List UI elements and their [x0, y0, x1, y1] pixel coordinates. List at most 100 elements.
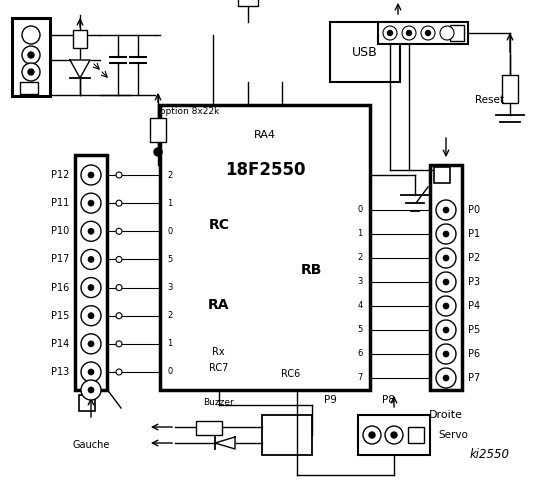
Circle shape	[116, 341, 122, 347]
Circle shape	[88, 172, 94, 178]
Circle shape	[88, 341, 94, 347]
Text: P5: P5	[468, 325, 480, 335]
Text: 2: 2	[357, 253, 363, 263]
Text: P8: P8	[382, 395, 394, 405]
Text: P2: P2	[468, 253, 480, 263]
Text: 1: 1	[168, 199, 173, 208]
Polygon shape	[215, 437, 235, 449]
Circle shape	[116, 228, 122, 234]
Circle shape	[88, 256, 94, 263]
Circle shape	[425, 31, 430, 36]
Text: 0: 0	[168, 368, 173, 376]
Text: 6: 6	[357, 349, 363, 359]
Text: Rx: Rx	[212, 347, 225, 357]
Text: RA4: RA4	[254, 130, 276, 140]
Bar	[450, 25, 464, 41]
Text: P9: P9	[324, 395, 336, 405]
Bar	[75, 155, 107, 390]
Circle shape	[443, 231, 449, 237]
Circle shape	[22, 63, 40, 81]
Circle shape	[81, 306, 101, 326]
Text: 1: 1	[357, 229, 363, 239]
Circle shape	[81, 362, 101, 382]
Text: 3: 3	[357, 277, 363, 287]
Circle shape	[388, 31, 393, 36]
Circle shape	[28, 69, 34, 75]
Circle shape	[81, 165, 101, 185]
Circle shape	[436, 296, 456, 316]
Text: P14: P14	[51, 339, 69, 349]
Circle shape	[81, 380, 101, 400]
Circle shape	[22, 26, 40, 44]
Bar	[430, 165, 462, 390]
Bar	[20, 82, 38, 94]
Circle shape	[22, 46, 40, 64]
Circle shape	[363, 426, 381, 444]
Text: P1: P1	[468, 229, 480, 239]
Bar	[358, 415, 430, 455]
Text: 18F2550: 18F2550	[225, 161, 305, 179]
Circle shape	[440, 26, 454, 40]
Text: P3: P3	[468, 277, 480, 287]
Circle shape	[81, 334, 101, 354]
Circle shape	[391, 432, 397, 438]
Circle shape	[436, 224, 456, 244]
Circle shape	[81, 221, 101, 241]
Circle shape	[421, 26, 435, 40]
Bar	[238, 0, 258, 6]
Text: 7: 7	[357, 373, 363, 383]
Text: P6: P6	[468, 349, 480, 359]
Circle shape	[28, 52, 34, 58]
Bar	[408, 427, 424, 443]
Circle shape	[383, 26, 397, 40]
Circle shape	[88, 228, 94, 234]
Text: ki2550: ki2550	[470, 448, 510, 461]
Bar	[196, 421, 222, 435]
Circle shape	[436, 368, 456, 388]
Circle shape	[88, 285, 94, 290]
Bar	[330, 22, 400, 82]
Text: P12: P12	[51, 170, 69, 180]
Text: 3: 3	[168, 283, 173, 292]
Text: 2: 2	[168, 311, 173, 320]
Circle shape	[436, 272, 456, 292]
Text: Reset: Reset	[475, 95, 504, 105]
Bar	[502, 75, 518, 103]
Text: 0: 0	[357, 205, 363, 215]
Text: P4: P4	[468, 301, 480, 311]
Bar	[378, 22, 468, 44]
Circle shape	[88, 387, 94, 393]
Text: RA: RA	[208, 298, 229, 312]
Circle shape	[81, 250, 101, 269]
Text: Gauche: Gauche	[72, 440, 109, 450]
Circle shape	[443, 303, 449, 309]
Text: RC7: RC7	[209, 363, 228, 373]
Circle shape	[385, 426, 403, 444]
Text: P7: P7	[468, 373, 480, 383]
Bar	[434, 167, 450, 183]
Circle shape	[436, 248, 456, 268]
Bar	[262, 415, 312, 455]
Text: P15: P15	[51, 311, 69, 321]
Circle shape	[443, 207, 449, 213]
Circle shape	[116, 312, 122, 319]
Circle shape	[88, 369, 94, 375]
Circle shape	[116, 200, 122, 206]
Circle shape	[406, 31, 411, 36]
Circle shape	[436, 200, 456, 220]
Text: P11: P11	[51, 198, 69, 208]
Bar	[79, 395, 95, 411]
Circle shape	[443, 375, 449, 381]
Text: USB: USB	[352, 46, 378, 59]
Text: 5: 5	[168, 255, 173, 264]
Circle shape	[88, 200, 94, 206]
Text: 4: 4	[357, 301, 363, 311]
Circle shape	[116, 256, 122, 263]
Text: RC6: RC6	[280, 369, 300, 379]
Circle shape	[116, 369, 122, 375]
Circle shape	[443, 327, 449, 333]
Text: 0: 0	[168, 227, 173, 236]
Circle shape	[88, 312, 94, 319]
Text: Droite: Droite	[429, 410, 463, 420]
Text: P16: P16	[51, 283, 69, 293]
